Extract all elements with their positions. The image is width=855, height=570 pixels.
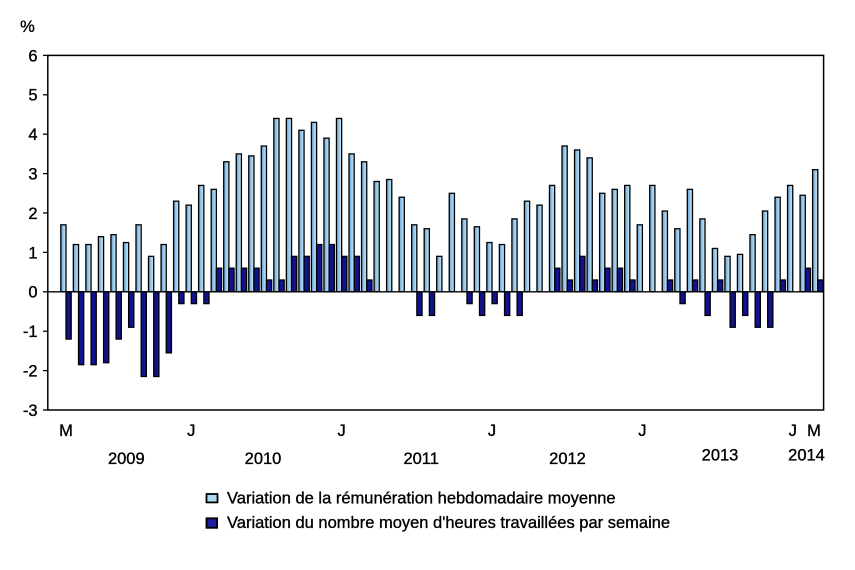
svg-text:M: M [59,422,73,440]
svg-text:-1: -1 [23,323,38,341]
svg-text:1: 1 [28,244,37,262]
svg-text:2009: 2009 [108,450,145,468]
svg-text:M: M [807,422,821,440]
svg-text:J: J [338,422,346,440]
svg-text:3: 3 [28,166,37,184]
svg-text:4: 4 [28,126,37,144]
svg-text:2014: 2014 [788,447,825,465]
svg-text:6: 6 [28,47,37,65]
svg-text:2: 2 [28,205,37,223]
svg-text:%: % [20,18,35,36]
svg-text:2012: 2012 [549,450,586,468]
svg-text:2010: 2010 [245,450,282,468]
svg-text:2013: 2013 [702,447,739,465]
svg-text:Variation du nombre moyen d'he: Variation du nombre moyen d'heures trava… [227,514,670,532]
svg-text:-2: -2 [23,363,38,381]
svg-text:0: 0 [28,284,37,302]
svg-text:Variation de la rémunération h: Variation de la rémunération hebdomadair… [227,490,616,508]
svg-text:J: J [187,422,195,440]
svg-text:J: J [789,422,797,440]
svg-text:5: 5 [28,87,37,105]
svg-text:2011: 2011 [403,450,438,468]
svg-text:J: J [638,422,646,440]
svg-text:-3: -3 [23,402,38,420]
svg-text:J: J [488,422,496,440]
